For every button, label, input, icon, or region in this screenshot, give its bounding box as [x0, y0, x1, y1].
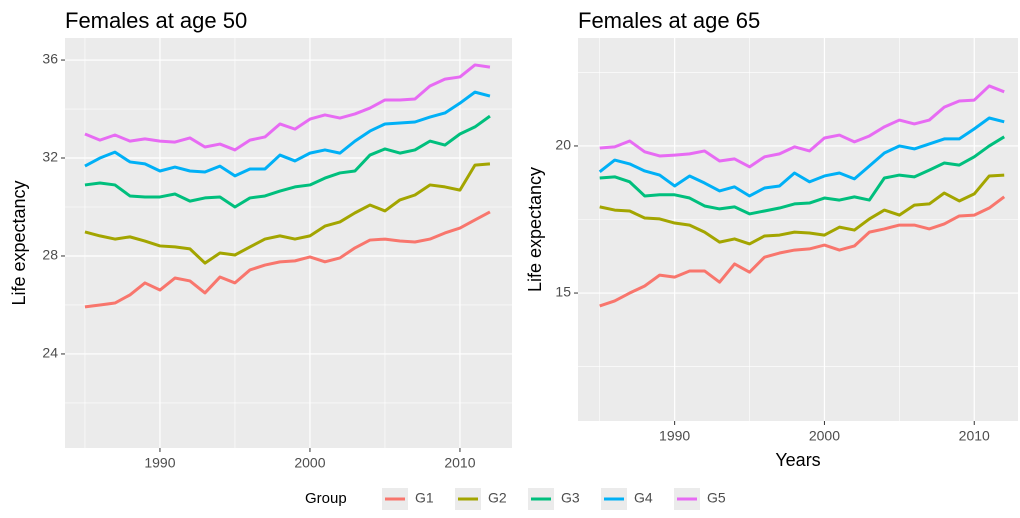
data-line [598, 116, 1005, 198]
legend-label: G3 [561, 490, 580, 506]
x-tick-label: 2010 [959, 428, 990, 444]
legend-title: Group [305, 490, 347, 507]
legend-label: G1 [415, 490, 434, 506]
y-axis-label: Life expectancy [525, 167, 545, 292]
legend-label: G5 [707, 490, 726, 506]
panel-background [65, 38, 512, 448]
data-line [599, 135, 1006, 216]
data-line [599, 195, 1006, 308]
y-tick-label: 24 [42, 345, 58, 361]
x-tick-label: 2010 [444, 455, 475, 471]
x-tick-label: 1990 [144, 455, 175, 471]
data-line [84, 210, 491, 309]
y-tick-label: 32 [42, 149, 58, 165]
panel-title: Females at age 65 [578, 8, 760, 33]
data-line [84, 90, 491, 178]
legend-label: G2 [488, 490, 507, 506]
data-line [84, 162, 491, 265]
data-line [84, 63, 491, 152]
legend-label: G4 [634, 490, 653, 506]
y-tick-label: 36 [42, 51, 58, 67]
panel-background [578, 38, 1018, 421]
data-line [84, 114, 491, 209]
y-axis-label: Life expectancy [9, 180, 29, 305]
data-line [599, 173, 1005, 246]
x-tick-label: 1990 [659, 428, 690, 444]
y-tick-label: 28 [42, 247, 58, 263]
x-tick-label: 2000 [809, 428, 840, 444]
x-axis-label: Years [775, 450, 820, 470]
y-tick-label: 20 [555, 137, 571, 153]
x-tick-label: 2000 [294, 455, 325, 471]
data-line [599, 84, 1005, 169]
y-tick-label: 15 [555, 284, 571, 300]
panel-title: Females at age 50 [65, 8, 247, 33]
